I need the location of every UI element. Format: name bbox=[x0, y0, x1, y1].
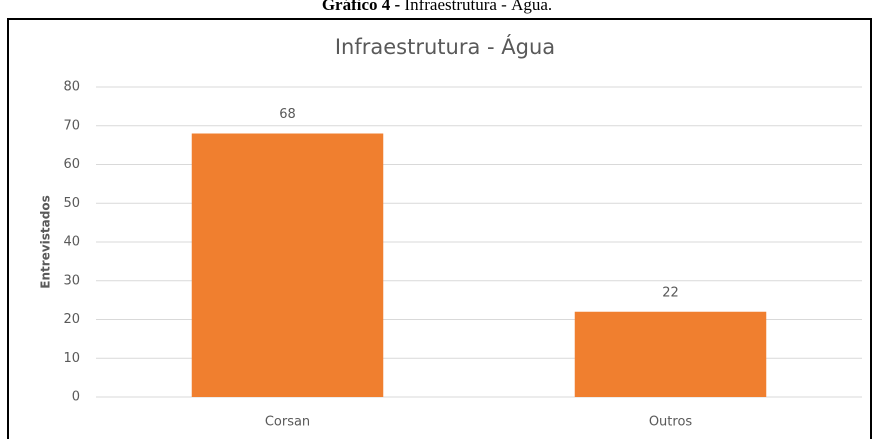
y-tick-label: 70 bbox=[63, 118, 80, 133]
y-tick-label: 20 bbox=[63, 312, 80, 327]
data-label: 68 bbox=[279, 107, 296, 122]
caption: Gráfico 4 - Infraestrutura - Água. bbox=[322, 0, 552, 14]
y-tick-label: 80 bbox=[63, 80, 80, 95]
chart-title: Infraestrutura - Água bbox=[335, 34, 555, 59]
plot: 0 10 20 30 40 50 60 70 80 Corsan 68 Outros 22 bbox=[63, 80, 862, 430]
x-tick-label: Corsan bbox=[265, 415, 310, 430]
caption-label: Gráfico 4 - bbox=[322, 0, 401, 14]
data-label: 22 bbox=[662, 285, 679, 300]
y-tick-label: 10 bbox=[63, 351, 80, 366]
x-tick-label: Outros bbox=[649, 415, 693, 430]
y-tick-label: 60 bbox=[63, 157, 80, 172]
y-tick-label: 0 bbox=[72, 390, 80, 405]
y-tick-label: 50 bbox=[63, 196, 80, 211]
bar bbox=[191, 133, 384, 397]
bar bbox=[574, 311, 767, 397]
y-tick-label: 30 bbox=[63, 273, 80, 288]
y-tick-label: 40 bbox=[63, 235, 80, 250]
y-axis-label: Entrevistados bbox=[39, 195, 53, 288]
caption-text: Infraestrutura - Água. bbox=[404, 0, 552, 14]
